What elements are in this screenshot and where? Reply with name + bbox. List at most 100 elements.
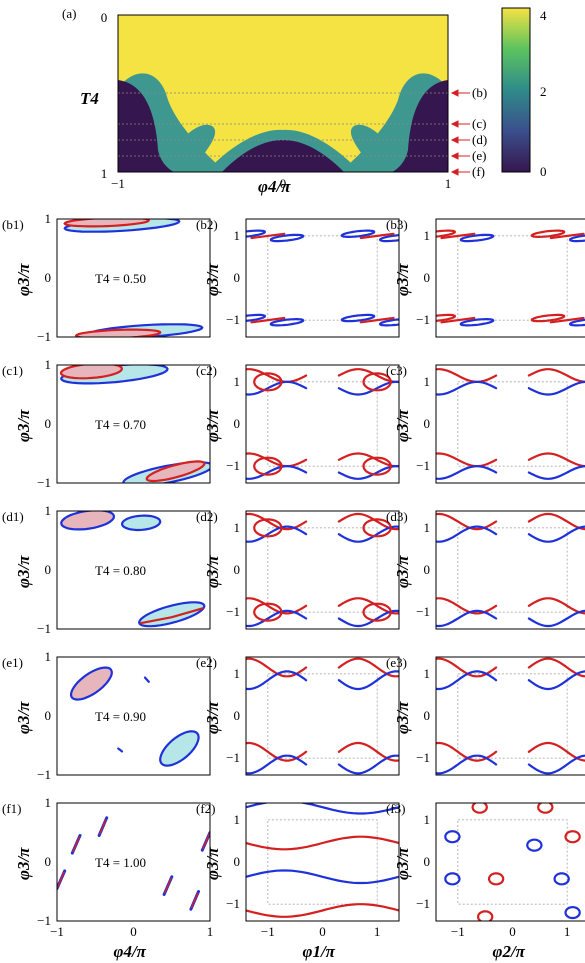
- blue-curve: [246, 465, 308, 480]
- red-curve: [250, 316, 286, 324]
- panel-label: (b3): [386, 217, 408, 232]
- t4-annotation: T4 = 0.90: [95, 709, 146, 724]
- ytick: 1: [234, 666, 241, 681]
- colorbar-tick-4: 4: [540, 8, 547, 23]
- red-curve: [246, 835, 399, 851]
- contour-loop: [340, 313, 376, 323]
- blue-curve: [337, 754, 399, 775]
- panel-label: (c2): [196, 363, 217, 378]
- blue-curve: [527, 525, 585, 543]
- ytick: −1: [226, 896, 240, 911]
- plot-frame: [435, 510, 585, 630]
- panel-label: (e1): [2, 655, 23, 670]
- ytick: 1: [424, 228, 431, 243]
- panel-a-label: (a): [62, 6, 76, 21]
- panel-d2: (d2) 1 0 −1 φ3/π: [196, 509, 400, 630]
- plot-frame: [245, 656, 400, 776]
- plot-frame: [56, 364, 211, 484]
- ytick: 0: [424, 562, 431, 577]
- ytick: 0: [45, 708, 52, 723]
- heatmap-teal-lobe-right: [350, 124, 408, 172]
- ylabel: φ3/π: [393, 847, 412, 880]
- colorbar-tick-0: 0: [540, 164, 547, 179]
- panel-e3: (e3) 1 0 −1 φ3/π: [386, 655, 585, 776]
- red-curve: [436, 452, 498, 468]
- blue-curve: [337, 609, 399, 628]
- unit-cell-box: [457, 527, 568, 613]
- marker-lines: [118, 92, 448, 157]
- unit-cell-box: [267, 819, 378, 905]
- panel-d3: (d3) 1 0 −1 φ3/π: [386, 509, 585, 630]
- curves: [246, 229, 399, 327]
- blue-curve: [246, 803, 399, 815]
- red-curve: [246, 903, 399, 918]
- panel-label: (f1): [2, 801, 22, 816]
- ylabel: φ3/π: [203, 847, 222, 880]
- curves: [246, 803, 399, 918]
- curves: [436, 657, 585, 775]
- panel-label: (b1): [2, 217, 24, 232]
- panel-a: (a) 0 1 T4 −1 0 1 φ4/π: [62, 6, 547, 196]
- blue-curve: [436, 670, 498, 691]
- xtick: 1: [207, 924, 214, 939]
- red-curve: [440, 232, 476, 240]
- ytick: 1: [424, 520, 431, 535]
- contour-loop: [444, 830, 461, 844]
- unit-cell-box: [457, 673, 568, 759]
- contour-loop: [459, 233, 495, 243]
- contour-loop: [436, 229, 457, 238]
- ytick: 1: [234, 228, 241, 243]
- blue-curve: [143, 676, 150, 683]
- panel-e1: (e1) 1 0 −1 φ3/π T4 = 0.90: [2, 649, 211, 782]
- contour-loop: [362, 372, 392, 392]
- panel-label: (e3): [386, 655, 407, 670]
- ytick: 0: [234, 270, 241, 285]
- colorbar-tick-2: 2: [540, 84, 547, 99]
- blue-curve: [337, 525, 399, 543]
- blue-curve: [246, 754, 308, 775]
- blue-curve: [337, 670, 399, 691]
- plot-frame: [56, 656, 211, 776]
- red-curve: [57, 871, 65, 888]
- panel-f2: (f2) 1 0 −1 φ3/π −1 0 1 φ1/π: [196, 801, 400, 961]
- a-ylabel: T4: [80, 89, 99, 108]
- red-curve: [246, 452, 308, 468]
- curves: [57, 816, 210, 911]
- red-curve: [527, 512, 585, 531]
- marker-e: (e): [472, 148, 486, 163]
- plot-frame: [245, 218, 400, 338]
- contour-loop: [568, 234, 585, 243]
- a-ytick-1: 1: [101, 166, 108, 181]
- xtick: −1: [261, 924, 275, 939]
- red-curve: [436, 512, 498, 531]
- curves: [444, 803, 581, 921]
- ytick: −1: [416, 750, 430, 765]
- colorbar: [501, 7, 531, 173]
- red-curve: [527, 452, 585, 468]
- red-curve: [246, 597, 308, 615]
- ytick: 0: [45, 416, 52, 431]
- contour-loop: [63, 219, 151, 228]
- contour-loop: [159, 730, 200, 767]
- ylabel: φ3/π: [203, 555, 222, 588]
- contour-loop: [120, 514, 162, 532]
- marker-b: (b): [472, 85, 487, 100]
- ytick: 1: [45, 795, 52, 810]
- curves: [436, 368, 585, 480]
- ytick: 1: [45, 357, 52, 372]
- ytick: 1: [45, 503, 52, 518]
- panel-f1: (f1) 1 0 −1 φ3/π T4 = 1.00 −1 0 1 φ4/π: [2, 795, 213, 961]
- ytick: 1: [424, 374, 431, 389]
- ytick: 1: [424, 812, 431, 827]
- ytick: 0: [424, 416, 431, 431]
- ytick: −1: [37, 475, 51, 490]
- ytick: 0: [234, 854, 241, 869]
- contour-loop: [253, 518, 283, 538]
- contour-loop: [436, 313, 457, 322]
- red-curve: [246, 368, 308, 383]
- blue-curve: [527, 670, 585, 691]
- ytick: −1: [37, 913, 51, 928]
- red-curve: [359, 316, 395, 324]
- ytick: −1: [416, 312, 430, 327]
- curves: [436, 512, 585, 628]
